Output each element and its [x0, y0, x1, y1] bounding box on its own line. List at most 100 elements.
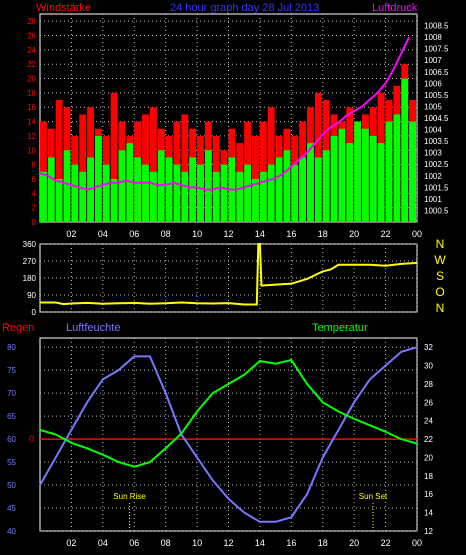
x-tick-label: 14: [255, 538, 265, 548]
wind-average-bar: [102, 164, 110, 222]
wind-y-tick-label: 28: [27, 17, 36, 26]
wind-y-tick-label: 22: [27, 60, 36, 69]
wind-y-tick-label: 0: [32, 218, 37, 227]
x-tick-label: 06: [129, 229, 139, 239]
wind-direction-line: [40, 243, 418, 306]
pressure-y-tick-label: 1001.5: [424, 183, 449, 192]
wind-average-bar: [252, 178, 259, 222]
wind-average-bar: [369, 135, 377, 222]
temperature-axis-title: Temperatur: [312, 322, 368, 334]
wind-average-bar: [236, 171, 244, 222]
compass-label: W: [434, 253, 446, 267]
pressure-y-tick-label: 1008: [424, 33, 442, 42]
wind-average-bar: [354, 121, 362, 222]
wind-y-tick-label: 14: [27, 118, 36, 127]
pressure-y-tick-label: 1004.5: [424, 114, 449, 123]
wind-average-bar: [87, 157, 94, 222]
wind-average-bar: [197, 164, 204, 222]
wind-average-bar: [71, 164, 79, 222]
pressure-y-tick-label: 1004: [424, 126, 442, 135]
wind-average-bar: [385, 121, 393, 222]
compass-label: N: [436, 301, 445, 315]
x-tick-label: 14: [255, 229, 265, 239]
wind-y-tick-label: 12: [27, 132, 36, 141]
pressure-y-tick-label: 1005: [424, 102, 442, 111]
chart-date-title: 24 hour graph day 28 Jul 2013: [170, 2, 319, 14]
pressure-y-tick-label: 1000.5: [424, 206, 449, 215]
wind-average-bar: [267, 164, 275, 222]
wind-average-bar: [244, 164, 252, 222]
wind-y-tick-label: 16: [27, 103, 36, 112]
wind-gust-bar: [181, 114, 189, 222]
x-tick-label: 20: [349, 538, 359, 548]
wind-average-bar: [299, 157, 307, 222]
x-tick-label: 08: [161, 229, 171, 239]
wind-average-bar: [220, 164, 228, 222]
wind-average-bar: [165, 157, 173, 222]
x-tick-label: 12: [223, 229, 233, 239]
pressure-y-tick-label: 1006: [424, 79, 442, 88]
wind-average-bar: [181, 171, 189, 222]
wind-average-bar: [377, 143, 385, 222]
x-tick-label: 04: [98, 229, 108, 239]
wind-average-bar: [94, 135, 102, 222]
temperature-y-tick-label: 14: [424, 509, 433, 518]
wind-y-tick-label: 6: [32, 175, 37, 184]
direction-y-tick-label: 270: [23, 257, 37, 266]
temperature-y-tick-label: 20: [424, 453, 433, 462]
humidity-axis-title: Luftfeuchte: [66, 322, 120, 334]
x-tick-label: 04: [98, 538, 108, 548]
wind-gust-bar: [55, 100, 63, 222]
wind-average-bar: [157, 150, 165, 222]
rain-zero-label: 0: [29, 434, 34, 444]
x-tick-label: 10: [192, 229, 202, 239]
wind-average-bar: [307, 143, 314, 222]
wind-y-tick-label: 2: [32, 204, 37, 213]
pressure-line: [39, 36, 411, 191]
wind-pressure-panel: Windstärke 24 hour graph day 28 Jul 2013…: [27, 2, 449, 239]
wind-average-bar: [212, 171, 220, 222]
wind-average-bar: [142, 164, 149, 222]
wind-average-bar: [393, 114, 401, 222]
wind-average-bar: [118, 150, 126, 222]
wind-y-tick-label: 24: [27, 46, 36, 55]
wind-average-bar: [173, 164, 181, 222]
humidity-y-tick-label: 45: [7, 504, 16, 513]
temperature-y-tick-label: 24: [424, 417, 433, 426]
wind-gust-bar: [79, 114, 87, 222]
humidity-temperature-panel: Regen Luftfeuchte Temperatur 0 40 45 50 55 6…: [2, 322, 433, 548]
x-tick-label: 22: [381, 538, 391, 548]
wind-average-bar: [40, 171, 47, 222]
wind-average-bar: [401, 78, 409, 222]
humidity-y-tick-label: 50: [7, 481, 16, 490]
pressure-y-tick-label: 1006.5: [424, 68, 449, 77]
wind-y-tick-label: 10: [27, 146, 36, 155]
x-tick-label: 12: [223, 538, 233, 548]
temperature-y-tick-label: 32: [424, 343, 433, 352]
direction-y-tick-label: 360: [23, 240, 37, 249]
x-tick-label: 20: [349, 229, 359, 239]
wind-gust-bar: [149, 107, 157, 222]
sun-annotation-label: Sun Rise: [113, 492, 146, 501]
humidity-y-tick-label: 75: [7, 366, 16, 375]
compass-label: O: [435, 285, 444, 299]
temperature-y-tick-label: 30: [424, 362, 433, 371]
wind-average-bar: [362, 128, 369, 222]
wind-average-bar: [346, 143, 354, 222]
rain-axis-title: Regen: [2, 322, 34, 334]
wind-average-bar: [79, 171, 87, 222]
wind-average-bar: [47, 157, 55, 222]
pressure-y-tick-label: 1002.5: [424, 160, 449, 169]
x-tick-label: 02: [66, 229, 76, 239]
humidity-y-tick-label: 65: [7, 412, 16, 421]
temperature-y-tick-label: 16: [424, 490, 433, 499]
humidity-y-tick-label: 40: [7, 527, 16, 536]
pressure-y-tick-label: 1003: [424, 149, 442, 158]
pressure-y-tick-label: 1002: [424, 172, 442, 181]
wind-average-bar: [283, 150, 291, 222]
x-tick-label: 06: [129, 538, 139, 548]
wind-average-bar: [126, 143, 134, 222]
wind-average-bar: [275, 157, 283, 222]
x-tick-label: 16: [286, 229, 296, 239]
